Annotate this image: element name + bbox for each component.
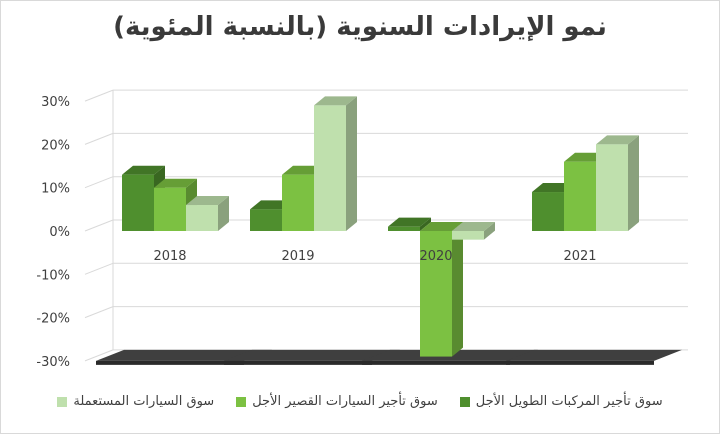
gridline-depth bbox=[84, 306, 114, 319]
legend-label: سوق السيارات المستعملة bbox=[73, 394, 215, 409]
bar bbox=[154, 187, 186, 231]
legend-swatch bbox=[236, 396, 247, 407]
y-tick-label: -10% bbox=[36, 268, 70, 283]
bar bbox=[314, 105, 346, 231]
bar bbox=[250, 209, 282, 231]
legend-item: سوق تأجير السيارات القصير الأجل bbox=[236, 394, 438, 409]
legend-swatch bbox=[459, 396, 470, 407]
floor-slab bbox=[96, 349, 272, 361]
gridline-depth bbox=[84, 89, 114, 102]
gridline-depth bbox=[84, 349, 114, 362]
bar-top bbox=[420, 222, 463, 231]
bar-side bbox=[452, 222, 463, 357]
floor-slab-edge bbox=[96, 360, 244, 365]
bar bbox=[532, 192, 564, 231]
bar-side bbox=[484, 222, 495, 240]
bar-top bbox=[596, 135, 639, 145]
x-tick-label: 2018 bbox=[153, 249, 186, 264]
bar bbox=[122, 174, 154, 231]
legend: سوق السيارات المستعملة سوق تأجير السيارات… bbox=[0, 394, 720, 409]
legend-swatch bbox=[57, 396, 68, 407]
y-tick-label: -20% bbox=[36, 312, 70, 327]
bar-side bbox=[346, 96, 357, 232]
bar bbox=[282, 174, 314, 231]
bar-top bbox=[122, 165, 165, 175]
bar bbox=[186, 205, 218, 231]
chart-title: نمو الإيرادات السنوية (بالنسبة المئوية) bbox=[113, 12, 607, 42]
y-tick-label: 20% bbox=[41, 138, 70, 153]
gridline-depth bbox=[84, 219, 114, 232]
y-axis-labels: -30% -20% -10% 0% 10% 20% 30% bbox=[36, 95, 70, 370]
bar bbox=[564, 161, 596, 231]
floor bbox=[96, 349, 682, 365]
legend-item: سوق تأجير المركبات الطويل الأجل bbox=[459, 394, 663, 409]
y-tick-label: 0% bbox=[49, 225, 70, 240]
y-tick-label: 30% bbox=[41, 95, 70, 110]
legend-label: سوق تأجير السيارات القصير الأجل bbox=[252, 394, 438, 409]
bar-top bbox=[154, 178, 197, 188]
bar-side bbox=[628, 135, 639, 231]
floor-slab bbox=[506, 349, 682, 361]
bar-top bbox=[314, 96, 357, 106]
bar bbox=[420, 231, 452, 357]
bars bbox=[122, 96, 639, 357]
y-tick-label: 10% bbox=[41, 182, 70, 197]
bar bbox=[452, 231, 484, 240]
legend-item: سوق السيارات المستعملة bbox=[57, 394, 214, 409]
x-tick-label: 2021 bbox=[563, 249, 596, 264]
x-tick-label: 2020 bbox=[419, 249, 452, 264]
floor-slab-edge bbox=[506, 360, 654, 365]
y-tick-label: -30% bbox=[36, 355, 70, 370]
bar-top bbox=[452, 222, 495, 231]
bar-side bbox=[218, 196, 229, 231]
bar-top bbox=[388, 217, 431, 227]
gridline-depth bbox=[84, 132, 114, 145]
bar bbox=[388, 226, 420, 231]
bar bbox=[596, 144, 628, 231]
floor-slab bbox=[224, 349, 400, 361]
gridline-depth bbox=[84, 176, 114, 189]
legend-label: سوق تأجير المركبات الطويل الأجل bbox=[475, 394, 663, 409]
floor-slab-edge bbox=[362, 360, 510, 365]
bar-top bbox=[186, 196, 229, 206]
gridline-depth bbox=[84, 262, 114, 275]
floor-slab-edge bbox=[224, 360, 372, 365]
bar-side bbox=[420, 217, 431, 231]
x-tick-label: 2019 bbox=[281, 249, 314, 264]
x-axis-labels: 2018 2019 2020 2021 bbox=[153, 249, 596, 264]
